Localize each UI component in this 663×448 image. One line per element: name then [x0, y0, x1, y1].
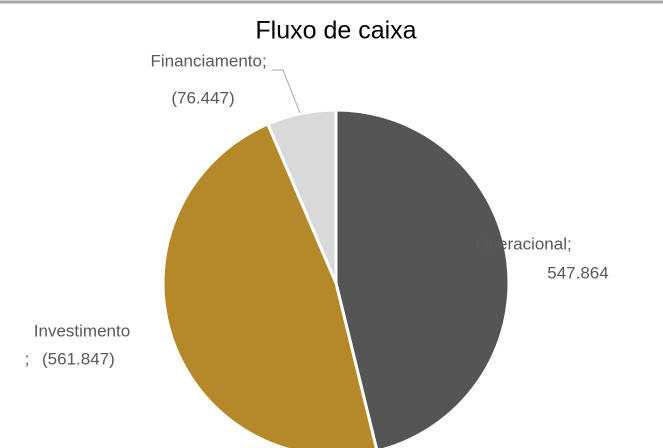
value-label: 547.864 [547, 263, 608, 282]
label-separator: ; [262, 51, 267, 70]
value-label: (76.447) [171, 88, 234, 107]
pie [161, 108, 511, 448]
pie-slice [334, 108, 511, 448]
category-label: Operacional [475, 234, 567, 253]
pie-slice [161, 122, 378, 448]
label-separator: ; [25, 349, 30, 368]
leader-line [272, 69, 301, 114]
value-label: (561.847) [42, 349, 115, 368]
pie-slice [265, 108, 338, 284]
chart-title: Fluxo de caixa [255, 17, 416, 45]
label-separator: ; [567, 234, 572, 253]
category-label: Financiamento [150, 51, 262, 70]
category-label: Investimento [34, 321, 130, 340]
